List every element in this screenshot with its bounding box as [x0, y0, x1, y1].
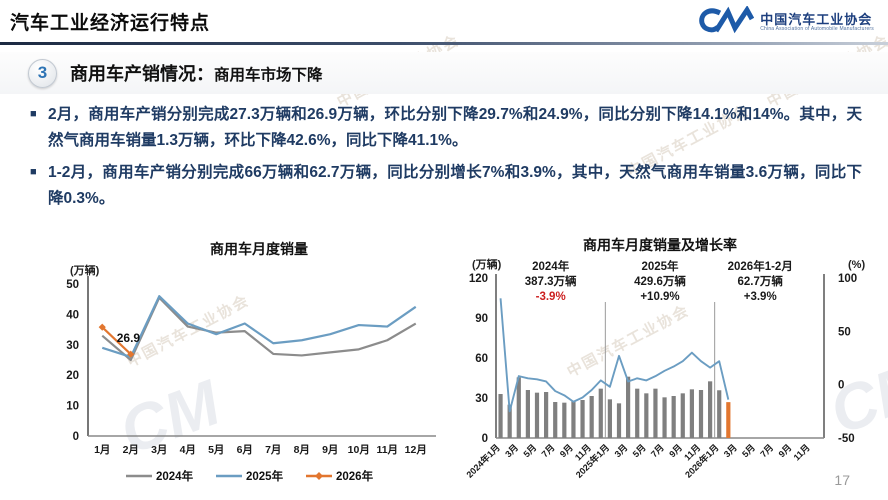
svg-text:2月: 2月	[123, 444, 139, 456]
svg-text:5月: 5月	[740, 442, 757, 459]
page-number: 17	[834, 472, 850, 488]
svg-text:11月: 11月	[792, 442, 812, 462]
svg-text:26.9: 26.9	[117, 331, 141, 345]
header-divider	[0, 42, 888, 45]
svg-text:9月: 9月	[558, 442, 575, 459]
svg-text:7月: 7月	[758, 442, 775, 459]
section-banner: 3 商用车产销情况：商用车市场下降	[0, 52, 888, 94]
bullet-item: ■ 1-2月，商用车产销分别完成66万辆和62.7万辆，同比分别增长7%和3.9…	[30, 160, 862, 212]
svg-text:(万辆): (万辆)	[472, 257, 502, 271]
svg-text:0: 0	[73, 431, 79, 443]
caam-logo-icon	[699, 6, 755, 34]
svg-text:11月: 11月	[376, 444, 398, 456]
svg-text:7月: 7月	[540, 442, 557, 459]
svg-text:387.3万辆: 387.3万辆	[525, 274, 577, 288]
svg-text:20: 20	[66, 370, 79, 382]
sales-and-growth-combo-chart: 商用车月度销量及增长率 (万辆) (%) 0 30 60 90 120 100 50 0 -50 202…	[450, 234, 884, 496]
svg-text:9月: 9月	[777, 442, 794, 459]
logo-org-name-en: China Association of Automobile Manufact…	[760, 26, 874, 33]
section-title-sub: 商用车市场下降	[214, 67, 323, 84]
svg-text:5月: 5月	[208, 444, 224, 456]
bullet-square-icon: ■	[30, 166, 37, 179]
svg-text:(万辆): (万辆)	[70, 263, 100, 277]
svg-text:2024年1月: 2024年1月	[464, 442, 502, 480]
svg-text:3月: 3月	[503, 442, 520, 459]
svg-text:10月: 10月	[348, 444, 370, 456]
svg-text:62.7万辆: 62.7万辆	[738, 274, 784, 288]
svg-text:2026年1-2月: 2026年1-2月	[728, 259, 793, 273]
svg-text:0: 0	[482, 433, 488, 445]
section-title-main: 商用车产销情况：	[70, 64, 214, 84]
svg-text:429.6万辆: 429.6万辆	[634, 274, 686, 288]
bullet-text: 2月，商用车产销分别完成27.3万辆和26.9万辆，环比分别下降29.7%和24…	[48, 106, 862, 150]
svg-text:9月: 9月	[667, 442, 684, 459]
svg-text:-50: -50	[838, 433, 855, 445]
svg-text:50: 50	[838, 326, 851, 338]
svg-text:2025年: 2025年	[246, 469, 284, 483]
logo-org-name: 中国汽车工业协会	[760, 12, 873, 28]
bullet-item: ■ 2月，商用车产销分别完成27.3万辆和26.9万辆，环比分别下降29.7%和…	[30, 102, 862, 154]
bullet-text: 1-2月，商用车产销分别完成66万辆和62.7万辆，同比分别增长7%和3.9%，…	[48, 164, 862, 208]
svg-text:商用车月度销量: 商用车月度销量	[210, 241, 308, 257]
svg-text:1月: 1月	[94, 444, 110, 456]
svg-text:90: 90	[475, 313, 488, 325]
svg-text:3月: 3月	[151, 444, 167, 456]
svg-text:2026年: 2026年	[336, 469, 374, 483]
svg-text:6月: 6月	[237, 444, 253, 456]
svg-text:商用车月度销量及增长率: 商用车月度销量及增长率	[583, 237, 737, 253]
svg-text:5月: 5月	[521, 442, 538, 459]
svg-text:8月: 8月	[294, 444, 310, 456]
svg-text:-3.9%: -3.9%	[536, 291, 566, 303]
caam-logo: 中国汽车工业协会 China Association of Automobile…	[698, 6, 874, 40]
svg-text:10: 10	[66, 401, 79, 413]
svg-text:120: 120	[469, 273, 488, 285]
svg-text:5月: 5月	[631, 442, 648, 459]
svg-text:40: 40	[66, 309, 79, 321]
monthly-sales-line-chart: 商用车月度销量 (万辆) 0 10 20 30 40 50 1月 2月 3月 4月 5月 6月 7月 8月 9月…	[30, 236, 444, 494]
svg-text:7月: 7月	[649, 442, 666, 459]
svg-text:50: 50	[66, 279, 79, 291]
bullet-list: ■ 2月，商用车产销分别完成27.3万辆和26.9万辆，环比分别下降29.7%和…	[30, 102, 862, 218]
svg-text:9月: 9月	[322, 444, 338, 456]
section-number-badge: 3	[28, 58, 57, 88]
svg-text:2024年: 2024年	[532, 259, 570, 273]
svg-text:2025年: 2025年	[641, 259, 679, 273]
svg-text:4月: 4月	[180, 444, 196, 456]
svg-text:30: 30	[475, 393, 488, 405]
svg-text:2024年: 2024年	[156, 469, 194, 483]
svg-text:3月: 3月	[722, 442, 739, 459]
svg-text:7月: 7月	[265, 444, 281, 456]
svg-text:30: 30	[66, 340, 79, 352]
bullet-square-icon: ■	[30, 108, 37, 120]
svg-text:3月: 3月	[613, 442, 630, 459]
svg-text:(%): (%)	[848, 259, 865, 271]
page-title: 汽车工业经济运行特点	[10, 13, 211, 34]
svg-text:12月: 12月	[405, 444, 427, 456]
svg-text:+10.9%: +10.9%	[640, 291, 679, 303]
svg-text:0: 0	[838, 380, 844, 392]
svg-text:60: 60	[475, 353, 488, 365]
svg-text:+3.9%: +3.9%	[744, 291, 777, 303]
svg-text:100: 100	[838, 273, 857, 285]
section-title: 商用车产销情况：商用车市场下降	[70, 60, 323, 86]
